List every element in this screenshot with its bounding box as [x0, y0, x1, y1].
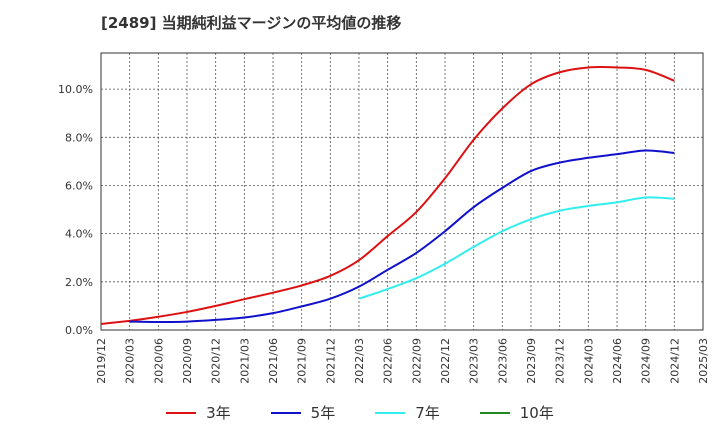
x-tick-label: 2022/03 [353, 338, 366, 384]
legend-label: 10年 [519, 404, 554, 422]
series-line-3年 [100, 65, 675, 325]
x-tick-label: 2022/09 [410, 338, 423, 384]
x-tick-label: 2023/06 [496, 338, 509, 384]
line-chart: 2019/12 2020/03 2020/06 2020/09 2020/12 2021/… [58, 52, 710, 384]
x-tick-label: 2021/12 [324, 338, 337, 384]
x-tick-label: 2021/06 [267, 338, 280, 384]
y-tick-label: 6.0% [65, 179, 93, 192]
y-tick-label: 8.0% [65, 131, 93, 144]
y-tick-label: 2.0% [65, 276, 93, 289]
legend-swatch [479, 411, 510, 414]
x-tick-label: 2021/09 [296, 338, 309, 384]
x-tick-label: 2025/03 [697, 338, 710, 384]
series-line-5年 [129, 149, 675, 324]
axes: 2019/12 2020/03 2020/06 2020/09 2020/12 2021/… [58, 52, 710, 384]
legend-swatch [166, 411, 197, 414]
x-tick-label: 2024/09 [640, 338, 653, 384]
y-tick-label: 4.0% [65, 228, 93, 241]
x-tick-label: 2024/03 [582, 338, 595, 384]
x-tick-label: 2023/03 [468, 338, 481, 384]
series-line-7年 [358, 196, 675, 300]
legend-label: 3年 [206, 404, 231, 422]
legend-label: 5年 [310, 404, 336, 422]
legend-label: 7年 [415, 404, 440, 422]
legend-item: 7年 [375, 402, 440, 423]
x-tick-label: 2019/12 [95, 338, 108, 384]
plot-frame [100, 52, 704, 331]
x-tick-label: 2020/12 [210, 338, 223, 384]
x-tick-label: 2020/06 [152, 338, 165, 384]
grid [101, 53, 703, 330]
x-tick-label: 2024/06 [611, 338, 624, 384]
legend: 3年 5年 7年 10年 [0, 402, 720, 423]
y-tick-label: 10.0% [58, 83, 93, 96]
legend-item: 10年 [479, 402, 554, 423]
legend-swatch [270, 411, 301, 414]
x-tick-label: 2022/06 [382, 338, 395, 384]
x-tick-label: 2023/09 [525, 338, 538, 384]
x-tick-label: 2022/12 [439, 338, 452, 384]
series-lines [100, 65, 675, 325]
legend-item: 5年 [270, 402, 336, 423]
x-tick-label: 2020/03 [124, 338, 137, 384]
x-tick-label: 2023/12 [554, 338, 567, 384]
legend-item: 3年 [166, 402, 231, 423]
y-tick-label: 0.0% [65, 324, 93, 337]
legend-swatch [375, 411, 406, 414]
chart-title: [2489] 当期純利益マージンの平均値の推移 [101, 14, 402, 32]
x-tick-label: 2024/12 [668, 338, 681, 384]
x-tick-label: 2020/09 [181, 338, 194, 384]
x-tick-label: 2021/03 [238, 338, 251, 384]
